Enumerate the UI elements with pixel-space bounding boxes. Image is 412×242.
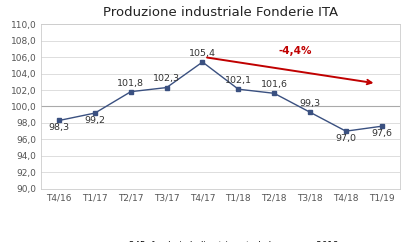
Text: 102,3: 102,3 xyxy=(153,75,180,83)
Title: Produzione industriale Fonderie ITA: Produzione industriale Fonderie ITA xyxy=(103,6,338,19)
Text: 99,2: 99,2 xyxy=(84,116,105,125)
Legend: 245: fonderie Indice trimestrale base anno 2018: 245: fonderie Indice trimestrale base an… xyxy=(99,238,342,242)
Text: 98,3: 98,3 xyxy=(49,123,70,132)
Text: 99,3: 99,3 xyxy=(300,99,321,108)
Text: -4,4%: -4,4% xyxy=(279,46,312,56)
Text: 102,1: 102,1 xyxy=(225,76,252,85)
Text: 101,8: 101,8 xyxy=(117,79,144,88)
Text: 97,0: 97,0 xyxy=(335,134,356,143)
Text: 105,4: 105,4 xyxy=(189,49,216,58)
Text: 101,6: 101,6 xyxy=(261,80,288,89)
Text: 97,6: 97,6 xyxy=(371,129,392,138)
